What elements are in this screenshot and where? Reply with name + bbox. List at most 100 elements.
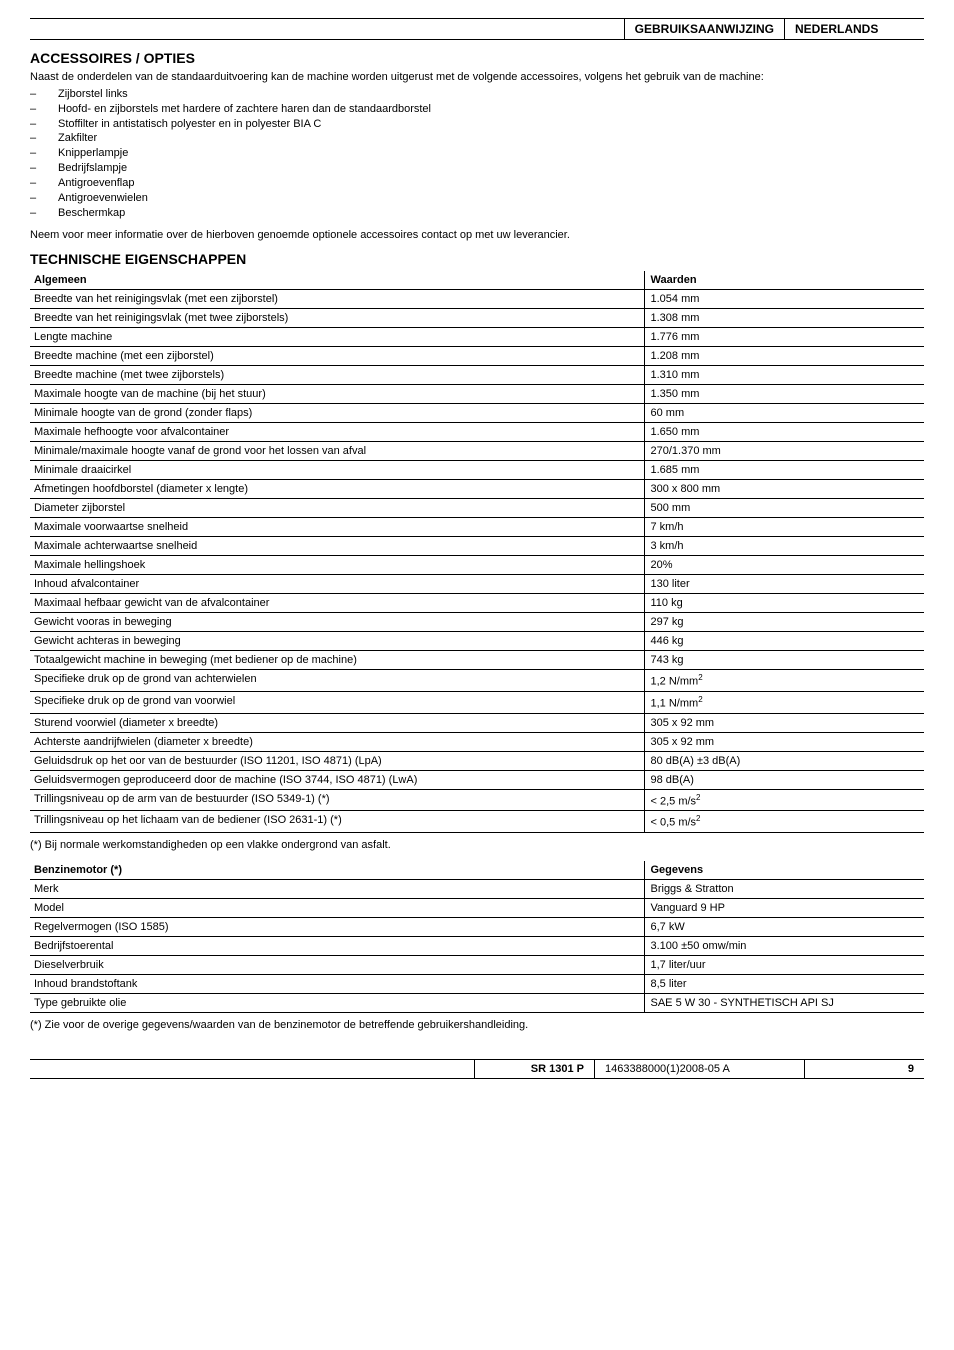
table-cell-value: 1,1 N/mm2 [644,691,924,713]
engine-table: Benzinemotor (*) Gegevens MerkBriggs & S… [30,861,924,1013]
table-row: Regelvermogen (ISO 1585)6,7 kW [30,917,924,936]
table-cell-value: 8,5 liter [644,974,924,993]
table-row: ModelVanguard 9 HP [30,898,924,917]
table-cell-label: Gewicht achteras in beweging [30,632,644,651]
table-cell-label: Maximale hoogte van de machine (bij het … [30,385,644,404]
table-row: Minimale hoogte van de grond (zonder fla… [30,404,924,423]
table-cell-value: SAE 5 W 30 - SYNTHETISCH API SJ [644,993,924,1012]
table-cell-label: Minimale/maximale hoogte vanaf de grond … [30,442,644,461]
table-cell-value: 1.650 mm [644,423,924,442]
table-cell-label: Diameter zijborstel [30,499,644,518]
table-cell-value: Briggs & Stratton [644,879,924,898]
table-cell-label: Trillingsniveau op de arm van de bestuur… [30,789,644,811]
table-cell-label: Breedte machine (met twee zijborstels) [30,366,644,385]
table-row: Gewicht achteras in beweging446 kg [30,632,924,651]
engine-head-label: Benzinemotor (*) [30,861,644,880]
table-row: Maximale hoogte van de machine (bij het … [30,385,924,404]
footer-page: 9 [804,1060,924,1078]
table-cell-label: Geluidsvermogen geproduceerd door de mac… [30,770,644,789]
table-cell-label: Specifieke druk op de grond van achterwi… [30,670,644,692]
list-item: Antigroevenflap [30,176,924,191]
engine-footnote: (*) Zie voor de overige gegevens/waarden… [30,1019,924,1031]
table-cell-value: 130 liter [644,575,924,594]
table-cell-value: 500 mm [644,499,924,518]
table-row: Dieselverbruik1,7 liter/uur [30,955,924,974]
table-row: Specifieke druk op de grond van achterwi… [30,670,924,692]
table-row: Maximale hefhoogte voor afvalcontainer1.… [30,423,924,442]
table-row: Minimale draaicirkel1.685 mm [30,461,924,480]
header-spacer [30,19,624,39]
table-row: Geluidsdruk op het oor van de bestuurder… [30,751,924,770]
table-cell-label: Bedrijfstoerental [30,936,644,955]
header-bar: GEBRUIKSAANWIJZING NEDERLANDS [30,19,924,40]
table-cell-value: < 0,5 m/s2 [644,811,924,833]
table-cell-label: Maximaal hefbaar gewicht van de afvalcon… [30,594,644,613]
page-footer: SR 1301 P 1463388000(1)2008-05 A 9 [30,1059,924,1079]
table-cell-label: Breedte van het reinigingsvlak (met een … [30,290,644,309]
table-cell-label: Breedte van het reinigingsvlak (met twee… [30,309,644,328]
tech-footnote: (*) Bij normale werkomstandigheden op ee… [30,839,924,851]
table-row: Trillingsniveau op het lichaam van de be… [30,811,924,833]
table-cell-label: Minimale draaicirkel [30,461,644,480]
table-cell-label: Trillingsniveau op het lichaam van de be… [30,811,644,833]
table-cell-value: 743 kg [644,651,924,670]
table-row: Maximale hellingshoek20% [30,556,924,575]
table-cell-label: Sturend voorwiel (diameter x breedte) [30,713,644,732]
table-row: Specifieke druk op de grond van voorwiel… [30,691,924,713]
table-cell-label: Breedte machine (met een zijborstel) [30,347,644,366]
table-row: Maximale achterwaartse snelheid3 km/h [30,537,924,556]
table-cell-label: Achterste aandrijfwielen (diameter x bre… [30,732,644,751]
header-title-1: GEBRUIKSAANWIJZING [624,19,784,39]
table-cell-value: Vanguard 9 HP [644,898,924,917]
table-row: Inhoud afvalcontainer130 liter [30,575,924,594]
table-row: Maximaal hefbaar gewicht van de afvalcon… [30,594,924,613]
table-cell-value: 20% [644,556,924,575]
table-row: Bedrijfstoerental3.100 ±50 omw/min [30,936,924,955]
table-cell-value: 1.054 mm [644,290,924,309]
section-accessories-title: ACCESSOIRES / OPTIES [30,50,924,66]
table-cell-value: 1.308 mm [644,309,924,328]
table-cell-value: 1.776 mm [644,328,924,347]
table-cell-value: 110 kg [644,594,924,613]
table-cell-value: 1,7 liter/uur [644,955,924,974]
list-item: Antigroevenwielen [30,191,924,206]
table-cell-label: Type gebruikte olie [30,993,644,1012]
table-cell-label: Regelvermogen (ISO 1585) [30,917,644,936]
table-cell-label: Model [30,898,644,917]
header-title-2: NEDERLANDS [784,19,924,39]
table-row: Diameter zijborstel500 mm [30,499,924,518]
table-row: Gewicht vooras in beweging297 kg [30,613,924,632]
tech-head-label: Algemeen [30,271,644,290]
table-row: Breedte machine (met twee zijborstels)1.… [30,366,924,385]
table-cell-label: Geluidsdruk op het oor van de bestuurder… [30,751,644,770]
list-item: Stoffilter in antistatisch polyester en … [30,117,924,132]
accessories-list: Zijborstel linksHoofd- en zijborstels me… [30,87,924,221]
list-item: Zakfilter [30,131,924,146]
table-cell-label: Afmetingen hoofdborstel (diameter x leng… [30,480,644,499]
list-item: Hoofd- en zijborstels met hardere of zac… [30,102,924,117]
table-cell-value: 1.350 mm [644,385,924,404]
table-row: Achterste aandrijfwielen (diameter x bre… [30,732,924,751]
list-item: Bedrijfslampje [30,161,924,176]
table-cell-value: 305 x 92 mm [644,713,924,732]
table-cell-label: Lengte machine [30,328,644,347]
list-item: Beschermkap [30,206,924,221]
tech-head-value: Waarden [644,271,924,290]
table-cell-value: 60 mm [644,404,924,423]
accessories-note: Neem voor meer informatie over de hierbo… [30,228,924,243]
table-cell-value: 446 kg [644,632,924,651]
table-cell-value: 1,2 N/mm2 [644,670,924,692]
footer-spacer [30,1060,474,1078]
table-row: Breedte van het reinigingsvlak (met een … [30,290,924,309]
table-row: Breedte van het reinigingsvlak (met twee… [30,309,924,328]
table-cell-label: Gewicht vooras in beweging [30,613,644,632]
table-row: Afmetingen hoofdborstel (diameter x leng… [30,480,924,499]
tech-table: Algemeen Waarden Breedte van het reinigi… [30,271,924,833]
table-cell-value: 270/1.370 mm [644,442,924,461]
table-cell-value: 297 kg [644,613,924,632]
table-row: Minimale/maximale hoogte vanaf de grond … [30,442,924,461]
table-cell-value: 1.310 mm [644,366,924,385]
table-cell-label: Maximale voorwaartse snelheid [30,518,644,537]
table-row: Inhoud brandstoftank8,5 liter [30,974,924,993]
table-cell-value: < 2,5 m/s2 [644,789,924,811]
